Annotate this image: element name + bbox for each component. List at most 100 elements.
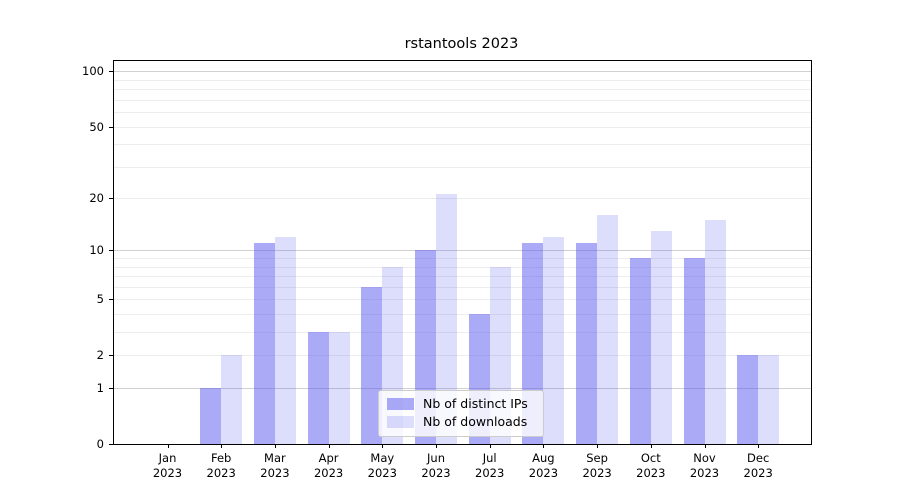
x-tick-label: Jun 2023 <box>404 451 468 481</box>
x-tick-year: 2023 <box>206 466 236 480</box>
legend-swatch-ips <box>387 398 414 410</box>
legend-item-ips: Nb of distinct IPs <box>387 396 535 411</box>
y-tick <box>109 355 113 357</box>
x-tick-year: 2023 <box>313 466 344 480</box>
y-tick <box>109 388 113 390</box>
bar-downloads-oct <box>650 230 672 444</box>
y-tick-label: 10 <box>89 243 104 258</box>
bar-downloads-nov <box>704 220 726 444</box>
y-tick <box>109 126 113 128</box>
y-gridline-minor <box>114 198 811 200</box>
y-gridline-major <box>114 71 811 73</box>
legend: Nb of distinct IPs Nb of downloads <box>378 390 544 437</box>
bar-ips-sep <box>576 243 598 444</box>
x-tick-label: Mar 2023 <box>243 451 307 481</box>
x-tick-label: Feb 2023 <box>189 451 253 481</box>
x-tick <box>167 444 169 448</box>
y-gridline-major <box>114 250 811 252</box>
x-tick <box>274 444 276 448</box>
y-tick-label: 20 <box>89 191 104 206</box>
x-tick-label: Aug 2023 <box>511 451 575 481</box>
bar-downloads-sep <box>597 215 619 444</box>
x-tick-month: Dec <box>747 451 770 465</box>
legend-item-downloads: Nb of downloads <box>387 414 535 429</box>
x-tick-label: May 2023 <box>350 451 414 481</box>
y-gridline-minor <box>114 89 811 91</box>
x-tick <box>650 444 652 448</box>
x-tick <box>543 444 545 448</box>
y-gridline-minor <box>114 99 811 101</box>
x-tick-month: Jun <box>427 451 445 465</box>
x-tick-year: 2023 <box>421 466 451 480</box>
y-tick-label: 5 <box>96 292 104 307</box>
y-gridline-minor <box>114 266 811 268</box>
x-tick-year: 2023 <box>689 466 720 480</box>
y-gridline-minor <box>114 286 811 288</box>
x-tick-year: 2023 <box>636 466 666 480</box>
y-gridline-minor <box>114 332 811 334</box>
x-tick-month: Jan <box>158 451 177 465</box>
legend-label-downloads: Nb of downloads <box>423 414 528 429</box>
bar-ips-oct <box>629 258 651 444</box>
y-tick <box>109 71 113 73</box>
bar-downloads-aug <box>543 236 565 444</box>
y-gridline-minor <box>114 166 811 168</box>
bar-ips-may <box>361 286 383 444</box>
bar-ips-nov <box>683 258 705 444</box>
x-tick-label: Dec 2023 <box>726 451 790 481</box>
bar-downloads-feb <box>221 355 243 444</box>
y-gridline-minor <box>114 144 811 146</box>
x-tick <box>221 444 223 448</box>
y-tick-label: 50 <box>89 119 104 134</box>
y-gridline-minor <box>114 112 811 114</box>
x-tick-month: Mar <box>264 451 286 465</box>
bar-ips-feb <box>200 388 222 444</box>
y-gridline-minor <box>114 276 811 278</box>
bar-ips-dec <box>737 355 759 444</box>
x-tick-month: Apr <box>318 451 339 465</box>
y-tick <box>109 444 113 445</box>
x-tick-label: Apr 2023 <box>297 451 361 481</box>
x-tick-label: Nov 2023 <box>673 451 737 481</box>
x-tick-year: 2023 <box>260 466 290 480</box>
y-tick <box>109 250 113 252</box>
bar-downloads-mar <box>274 236 296 444</box>
y-tick-label: 2 <box>96 348 104 363</box>
x-tick-label: Sep 2023 <box>565 451 629 481</box>
y-gridline-minor <box>114 79 811 81</box>
x-tick-month: Nov <box>693 451 716 465</box>
x-tick-year: 2023 <box>475 466 505 480</box>
x-tick-label: Jul 2023 <box>458 451 522 481</box>
bar-ips-mar <box>253 243 275 444</box>
x-tick-label: Jan 2023 <box>136 451 200 481</box>
y-tick <box>109 198 113 200</box>
x-tick-year: 2023 <box>152 466 183 480</box>
legend-label-ips: Nb of distinct IPs <box>423 396 528 411</box>
x-tick-month: Aug <box>532 451 555 465</box>
bar-downloads-dec <box>758 355 780 444</box>
x-tick-year: 2023 <box>367 466 397 480</box>
y-tick-label: 100 <box>82 64 104 79</box>
y-tick-label: 1 <box>96 381 104 396</box>
x-tick-year: 2023 <box>582 466 612 480</box>
x-tick-label: Oct 2023 <box>619 451 683 481</box>
chart-title: rstantools 2023 <box>404 36 519 52</box>
x-tick <box>704 444 706 448</box>
x-tick-month: Sep <box>586 451 608 465</box>
x-tick <box>597 444 599 448</box>
bar-downloads-jun <box>436 194 457 444</box>
y-gridline-major <box>114 388 811 390</box>
y-gridline-minor <box>114 355 811 357</box>
bar-ips-apr <box>307 332 329 444</box>
x-tick <box>436 444 437 448</box>
x-tick <box>328 444 330 448</box>
x-tick-month: Feb <box>211 451 232 465</box>
x-tick <box>382 444 384 448</box>
x-tick <box>758 444 760 448</box>
y-gridline-minor <box>114 299 811 301</box>
plot-area <box>113 60 812 445</box>
y-gridline-minor <box>114 314 811 316</box>
y-tick-label: 0 <box>96 437 104 451</box>
y-gridline-minor <box>114 258 811 260</box>
